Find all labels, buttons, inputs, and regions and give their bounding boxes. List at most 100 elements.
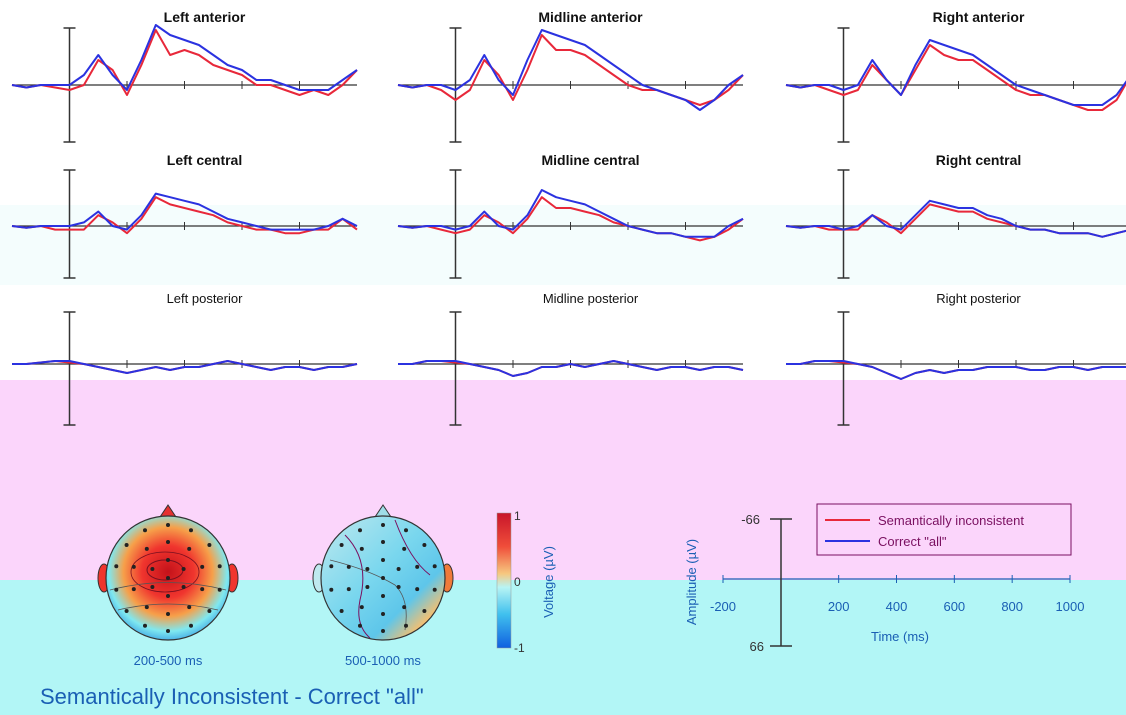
electrode-markers [329,523,437,633]
scale-xlabel: Time (ms) [871,629,929,644]
panel-title: Right anterior [933,9,1025,25]
colorbar-ylabel: Voltage (µV) [541,546,556,618]
series-line-inconsistent [11,196,358,235]
electrode-dot [143,623,147,628]
electrode-dot [181,585,186,589]
topomap-200-500: 200-500 ms [97,504,239,668]
series-line-correct [397,29,744,111]
electrode-dot [346,564,351,569]
series-line-correct [785,39,1126,106]
electrode-dot [150,567,155,571]
electrode-dot [143,528,147,533]
background-band-cyan-top [0,205,1126,285]
electrode-dot [346,587,351,592]
erp-panel: Midline posterior [398,291,744,426]
electrode-dot [166,629,170,633]
scale-ylabel: Amplitude (µV) [684,539,699,625]
series-line-inconsistent [397,196,744,242]
electrode-dot [404,528,408,533]
electrode-dot [381,576,385,580]
electrode-dot [381,523,385,527]
electrode-dot [381,612,385,616]
electrode-dot [358,528,362,533]
series-line-inconsistent [785,44,1126,111]
panel-title: Left central [167,152,242,168]
colorbar: 1 0 -1 Voltage (µV) [496,509,556,655]
electrode-dot [144,605,149,610]
electrode-dot [329,564,334,569]
erp-panel: Midline anterior [397,9,744,143]
electrode-dot [131,564,136,569]
topomap-label: 500-1000 ms [345,653,421,668]
scale-x-tick-label: 600 [943,599,965,614]
scale-x-tick-label: 400 [886,599,908,614]
electrode-dot [359,546,364,551]
topomap-500-1000: 500-1000 ms [312,504,454,668]
electrode-dot [402,605,407,610]
erp-panel: Right posterior [786,291,1126,426]
series-line-correct [11,192,358,231]
erp-panel: Left central [11,152,358,279]
panel-title: Right posterior [936,291,1021,306]
series-line-inconsistent [785,203,1126,238]
series-line-correct [397,189,744,238]
colorbar-gradient [496,512,512,649]
electrode-dot [415,587,420,592]
electrode-dot [422,609,427,613]
electrode-dot [217,564,222,569]
electrode-dot [189,623,193,628]
electrode-dot [114,587,119,592]
series-line-correct [11,24,358,91]
contour-line [394,519,431,576]
electrode-dot [359,605,364,610]
legend: Semantically inconsistent Correct "all" [816,503,1072,556]
electrode-dot [396,567,401,571]
electrode-dot [166,523,170,527]
erp-panel: Right anterior [785,9,1126,143]
electrode-dot [339,609,344,613]
scale-x-tick-label: -200 [710,599,736,614]
series-line-correct [785,199,1126,238]
electrode-dot [124,609,129,613]
series-line-correct [398,360,744,377]
electrode-dot [166,612,170,616]
electrode-dot [166,594,170,598]
scale-y-top-label: -66 [741,512,760,527]
electrode-dot [358,623,362,628]
electrode-dot [207,543,212,547]
electrode-dot [187,546,192,551]
nose-icon [159,504,177,518]
series-line-inconsistent [397,34,744,106]
panel-title: Left posterior [167,291,244,306]
electrode-dot [189,528,193,533]
electrode-dot [381,629,385,633]
contour-line [130,551,200,593]
electrode-dot [200,564,205,569]
electrode-dot [381,558,385,562]
electrode-dot [404,623,408,628]
topomap-label: 200-500 ms [134,653,203,668]
erp-panel: Midline central [397,152,744,279]
nose-icon [374,504,392,518]
panel-title: Midline central [541,152,639,168]
erp-panel: Left anterior [11,9,358,143]
electrode-dot [114,564,119,569]
panel-title: Right central [936,152,1022,168]
scale-axis: -200 200 400 600 800 1000 -66 66 Time (ms) Am… [684,512,1084,654]
electrode-markers [114,523,222,633]
electrode-dot [200,587,205,592]
electrode-dot [432,587,437,592]
scale-y-bottom-label: 66 [750,639,764,654]
electrode-dot [365,585,370,589]
scale-x-tick-label: 1000 [1056,599,1085,614]
electrode-dot [166,540,170,544]
electrode-dot [187,605,192,610]
electrode-dot [402,546,407,551]
panel-title: Midline posterior [543,291,639,306]
panel-title: Midline anterior [538,9,643,25]
electrode-dot [150,585,155,589]
erp-panel: Right central [785,152,1126,279]
contour-line [117,603,219,611]
colorbar-mid-label: 0 [514,575,521,589]
